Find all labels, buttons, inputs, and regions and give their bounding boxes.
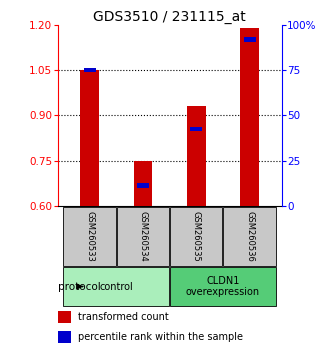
FancyBboxPatch shape <box>117 207 169 266</box>
Bar <box>190 127 202 131</box>
Text: protocol: protocol <box>58 281 101 291</box>
Text: percentile rank within the sample: percentile rank within the sample <box>78 332 243 342</box>
Bar <box>244 38 256 42</box>
FancyBboxPatch shape <box>223 207 276 266</box>
Text: CLDN1
overexpression: CLDN1 overexpression <box>186 276 260 297</box>
Bar <box>58 311 71 323</box>
Bar <box>58 331 71 343</box>
Bar <box>240 28 259 206</box>
Text: GSM260535: GSM260535 <box>192 211 201 262</box>
Text: GSM260533: GSM260533 <box>85 211 94 262</box>
Bar <box>84 68 96 73</box>
FancyBboxPatch shape <box>63 267 169 306</box>
Bar <box>133 161 152 206</box>
Bar <box>80 70 99 206</box>
FancyBboxPatch shape <box>170 267 276 306</box>
FancyBboxPatch shape <box>170 207 222 266</box>
Bar <box>187 106 205 206</box>
Text: GSM260534: GSM260534 <box>139 211 148 262</box>
Text: control: control <box>100 281 133 291</box>
Title: GDS3510 / 231115_at: GDS3510 / 231115_at <box>93 10 246 24</box>
Text: transformed count: transformed count <box>78 312 169 322</box>
FancyBboxPatch shape <box>63 207 116 266</box>
Bar <box>137 183 149 188</box>
Text: GSM260536: GSM260536 <box>245 211 254 262</box>
